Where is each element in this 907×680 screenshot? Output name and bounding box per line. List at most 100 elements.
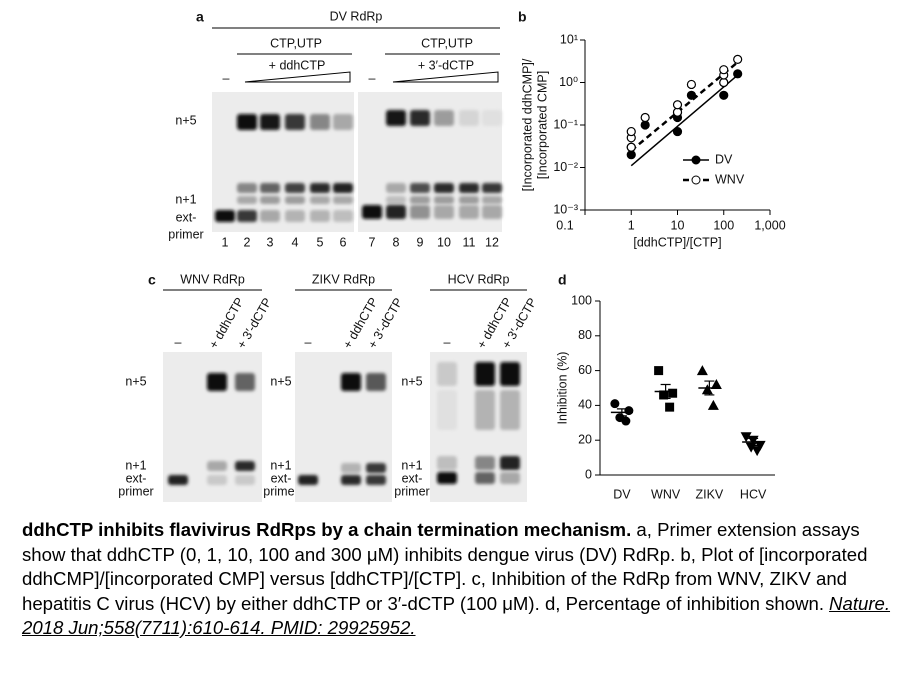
citation: Nature. 2018 Jun;558(7711):610-614. PMID… xyxy=(22,592,891,639)
gel-band xyxy=(237,196,257,204)
panel-label: c xyxy=(148,272,156,288)
gel-band xyxy=(260,196,280,204)
gel-band xyxy=(475,362,495,386)
lane-number: 4 xyxy=(292,235,299,249)
lane-number: 5 xyxy=(317,235,324,249)
gel-band xyxy=(207,461,227,471)
band-label: ext- xyxy=(271,471,292,485)
y-tick-label: 10⁻² xyxy=(553,160,578,174)
data-point xyxy=(686,90,697,100)
gel-band xyxy=(500,456,520,470)
x-axis-label: [ddhCTP]/[CTP] xyxy=(633,235,721,249)
lane-number: 3 xyxy=(267,235,274,249)
x-tick-label: HCV xyxy=(740,487,767,501)
x-tick-label: WNV xyxy=(651,487,681,501)
gel-band xyxy=(310,210,330,222)
x-tick-label: 1 xyxy=(628,218,635,232)
gel-band xyxy=(500,390,520,430)
gel-band xyxy=(500,472,520,484)
data-point xyxy=(719,90,729,100)
lane-label: – xyxy=(305,335,312,349)
gel-band xyxy=(260,183,280,193)
gel-band xyxy=(168,475,188,485)
gel-band xyxy=(437,390,457,430)
band-label: primer xyxy=(263,484,298,498)
gel-band xyxy=(386,196,406,204)
gel-band xyxy=(285,196,305,204)
gel-band xyxy=(310,183,330,193)
data-point xyxy=(672,126,683,137)
gel-band xyxy=(362,205,382,219)
x-tick-label: 10 xyxy=(671,218,685,232)
legend-label: DV xyxy=(715,152,733,166)
data-point xyxy=(626,142,636,152)
data-point xyxy=(740,432,752,443)
data-point xyxy=(751,446,763,457)
data-point xyxy=(696,365,708,376)
gel-band xyxy=(482,110,502,126)
gel-band xyxy=(341,463,361,473)
data-point xyxy=(626,126,636,137)
condition-header: CTP,UTP xyxy=(421,36,473,50)
gel-band xyxy=(437,472,457,484)
gel-band xyxy=(260,210,280,222)
gel-band xyxy=(459,183,479,193)
y-axis-label: Inhibition (%) xyxy=(555,352,569,425)
gel-band xyxy=(207,475,227,485)
band-label: ext- xyxy=(126,471,147,485)
x-tick-label: 100 xyxy=(713,218,734,232)
gel-band xyxy=(333,196,353,204)
y-tick-label: 100 xyxy=(571,293,592,307)
gel-band xyxy=(482,196,502,204)
error-bar xyxy=(704,380,715,396)
data-point xyxy=(672,100,683,110)
error-bar xyxy=(748,437,759,447)
gel-band xyxy=(475,390,495,430)
data-point xyxy=(754,440,766,451)
gel-band xyxy=(310,114,330,130)
legend-marker xyxy=(691,155,701,165)
band-label: ext- xyxy=(402,471,423,485)
data-point xyxy=(733,54,743,64)
lane-number: 2 xyxy=(244,235,251,249)
band-label: n+5 xyxy=(125,374,146,388)
gel-band xyxy=(215,210,235,222)
y-tick-label: 60 xyxy=(578,363,592,377)
data-point xyxy=(701,384,713,395)
error-bar xyxy=(660,383,671,400)
gel-band xyxy=(386,110,406,126)
lane-label: – xyxy=(369,71,376,85)
lane-label: – xyxy=(444,335,451,349)
caption: ddhCTP inhibits flavivirus RdRps by a ch… xyxy=(22,518,894,641)
gel-band xyxy=(475,456,495,470)
dose-wedge xyxy=(244,71,351,83)
y-tick-label: 20 xyxy=(578,432,592,446)
gel-band xyxy=(437,456,457,470)
gel-band xyxy=(410,205,430,219)
lane-number: 6 xyxy=(340,235,347,249)
data-point xyxy=(710,379,722,390)
gel-band xyxy=(410,196,430,204)
band-label: n+5 xyxy=(175,113,196,127)
lane-number: 12 xyxy=(485,235,499,249)
dose-wedge xyxy=(392,71,499,83)
y-tick-label: 10¹ xyxy=(560,32,578,46)
band-label: primer xyxy=(394,484,429,498)
y-axis-label: [Incorporated ddhCMP]/ xyxy=(520,58,534,191)
y-tick-label: 80 xyxy=(578,328,592,342)
band-label: n+1 xyxy=(401,458,422,472)
gel-band xyxy=(434,196,454,204)
gel-band xyxy=(333,114,353,130)
data-point xyxy=(640,120,650,130)
lane-number: 10 xyxy=(437,235,451,249)
band-label: n+1 xyxy=(270,458,291,472)
gel-band xyxy=(386,205,406,219)
caption-text: a, Primer extension assays show that ddh… xyxy=(22,519,868,614)
gel-band xyxy=(437,362,457,386)
data-point xyxy=(654,366,664,376)
gel-band xyxy=(341,475,361,485)
x-tick-label: ZIKV xyxy=(695,487,723,501)
gel-band xyxy=(207,373,227,391)
data-point xyxy=(626,150,636,160)
